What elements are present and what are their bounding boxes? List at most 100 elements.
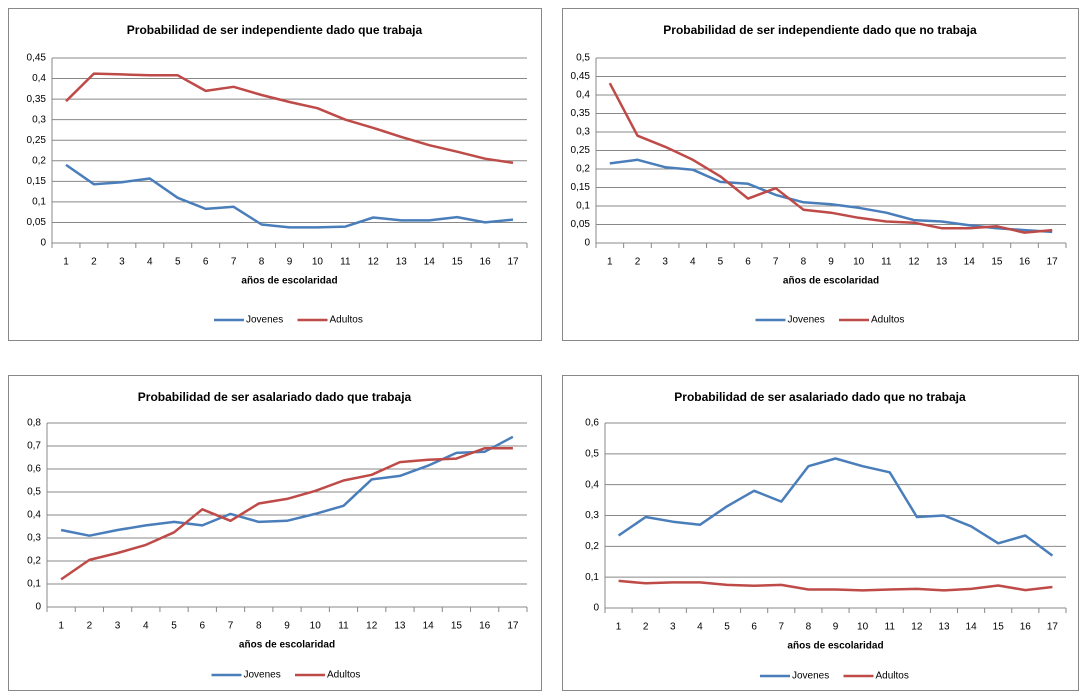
x-tick-label: 13 — [394, 621, 406, 632]
legend-label: Adultos — [876, 671, 909, 682]
x-tick-label: 6 — [200, 621, 206, 632]
x-tick-label: 7 — [228, 621, 234, 632]
x-tick-label: 10 — [857, 622, 869, 633]
x-tick-label: 17 — [1047, 622, 1059, 633]
y-tick-label: 0,7 — [27, 441, 41, 452]
y-tick-label: 0,35 — [27, 94, 47, 105]
y-tick-label: 0,1 — [585, 572, 599, 583]
x-tick-label: 3 — [119, 257, 125, 268]
y-tick-label: 0,4 — [576, 90, 590, 101]
x-tick-label: 5 — [171, 621, 177, 632]
x-tick-label: 13 — [396, 257, 408, 268]
x-tick-label: 3 — [662, 257, 668, 268]
y-tick-label: 0,6 — [585, 418, 599, 429]
x-tick-label: 4 — [147, 257, 153, 268]
x-tick-label: 6 — [203, 257, 209, 268]
x-tick-label: 5 — [175, 257, 181, 268]
x-tick-label: 13 — [936, 257, 948, 268]
x-tick-label: 1 — [58, 621, 64, 632]
x-tick-label: 1 — [63, 257, 69, 268]
y-tick-label: 0,4 — [32, 73, 46, 84]
series-line — [60, 447, 513, 581]
y-tick-label: 0,05 — [571, 219, 591, 230]
x-tick-label: 14 — [966, 622, 978, 633]
x-tick-label: 2 — [87, 621, 93, 632]
x-tick-label: 6 — [751, 622, 757, 633]
x-tick-label: 15 — [991, 257, 1003, 268]
y-tick-label: 0,15 — [27, 176, 47, 187]
x-tick-label: 12 — [366, 621, 378, 632]
y-tick-label: 0,15 — [571, 182, 591, 193]
x-tick-label: 14 — [964, 257, 976, 268]
x-tick-label: 10 — [310, 621, 322, 632]
x-axis-title: años de escolaridad — [241, 276, 337, 287]
legend-label: Jovenes — [788, 315, 825, 326]
x-tick-label: 15 — [993, 622, 1005, 633]
x-axis-title: años de escolaridad — [787, 641, 883, 652]
x-tick-label: 8 — [259, 257, 265, 268]
x-tick-label: 9 — [287, 257, 293, 268]
x-tick-label: 4 — [697, 622, 703, 633]
chart-title: Probabilidad de ser independiente dado q… — [663, 23, 977, 37]
y-tick-label: 0 — [584, 238, 590, 249]
series-line — [65, 72, 514, 165]
legend-label: Jovenes — [792, 671, 829, 682]
chart-panel — [562, 375, 1079, 691]
x-tick-label: 2 — [635, 257, 641, 268]
series-line — [60, 435, 514, 537]
y-tick-label: 0,05 — [27, 217, 47, 228]
y-tick-label: 0,3 — [32, 114, 46, 125]
chart-panel — [8, 8, 542, 341]
x-tick-label: 15 — [451, 621, 463, 632]
legend-label: Jovenes — [246, 315, 283, 326]
legend-label: Adultos — [327, 670, 360, 681]
x-tick-label: 10 — [312, 257, 324, 268]
y-tick-label: 0,5 — [27, 487, 41, 498]
y-tick-label: 0,45 — [571, 71, 591, 82]
legend-label: Adultos — [330, 315, 363, 326]
y-tick-label: 0,2 — [576, 164, 590, 175]
x-tick-label: 4 — [143, 621, 149, 632]
y-tick-label: 0,1 — [27, 579, 41, 590]
x-tick-label: 16 — [480, 257, 492, 268]
chart-title: Probabilidad de ser asalariado dado que … — [674, 390, 966, 404]
chart-panel — [562, 8, 1079, 341]
y-tick-label: 0,35 — [571, 108, 591, 119]
x-tick-label: 15 — [452, 257, 464, 268]
y-tick-label: 0,1 — [32, 197, 46, 208]
chart-title: Probabilidad de ser asalariado dado que … — [138, 390, 412, 404]
x-tick-label: 12 — [908, 257, 920, 268]
x-tick-label: 1 — [616, 622, 622, 633]
x-tick-label: 16 — [1020, 622, 1032, 633]
chart-title: Probabilidad de ser independiente dado q… — [127, 23, 423, 37]
y-tick-label: 0,25 — [571, 145, 591, 156]
y-tick-label: 0,5 — [585, 448, 599, 459]
x-tick-label: 14 — [423, 621, 435, 632]
x-tick-label: 8 — [801, 257, 807, 268]
x-tick-label: 12 — [911, 622, 923, 633]
x-tick-label: 13 — [938, 622, 950, 633]
series-line — [617, 457, 1054, 557]
y-tick-label: 0,8 — [27, 418, 41, 429]
x-tick-label: 2 — [643, 622, 649, 633]
y-tick-label: 0 — [40, 238, 46, 249]
x-tick-label: 7 — [773, 257, 779, 268]
x-tick-label: 8 — [806, 622, 812, 633]
x-tick-label: 2 — [91, 257, 97, 268]
x-tick-label: 11 — [338, 621, 349, 632]
x-tick-label: 11 — [885, 622, 896, 633]
y-tick-label: 0 — [593, 603, 599, 614]
legend-label: Jovenes — [244, 670, 281, 681]
y-tick-label: 0,3 — [576, 127, 590, 138]
x-tick-label: 7 — [231, 257, 237, 268]
x-tick-label: 4 — [690, 257, 696, 268]
x-tick-label: 11 — [881, 257, 892, 268]
x-tick-label: 6 — [745, 257, 751, 268]
x-tick-label: 17 — [507, 621, 519, 632]
y-tick-label: 0,25 — [27, 135, 47, 146]
y-tick-label: 0,2 — [27, 556, 41, 567]
y-tick-label: 0,3 — [585, 510, 599, 521]
y-tick-label: 0,4 — [27, 510, 41, 521]
x-tick-label: 9 — [833, 622, 839, 633]
